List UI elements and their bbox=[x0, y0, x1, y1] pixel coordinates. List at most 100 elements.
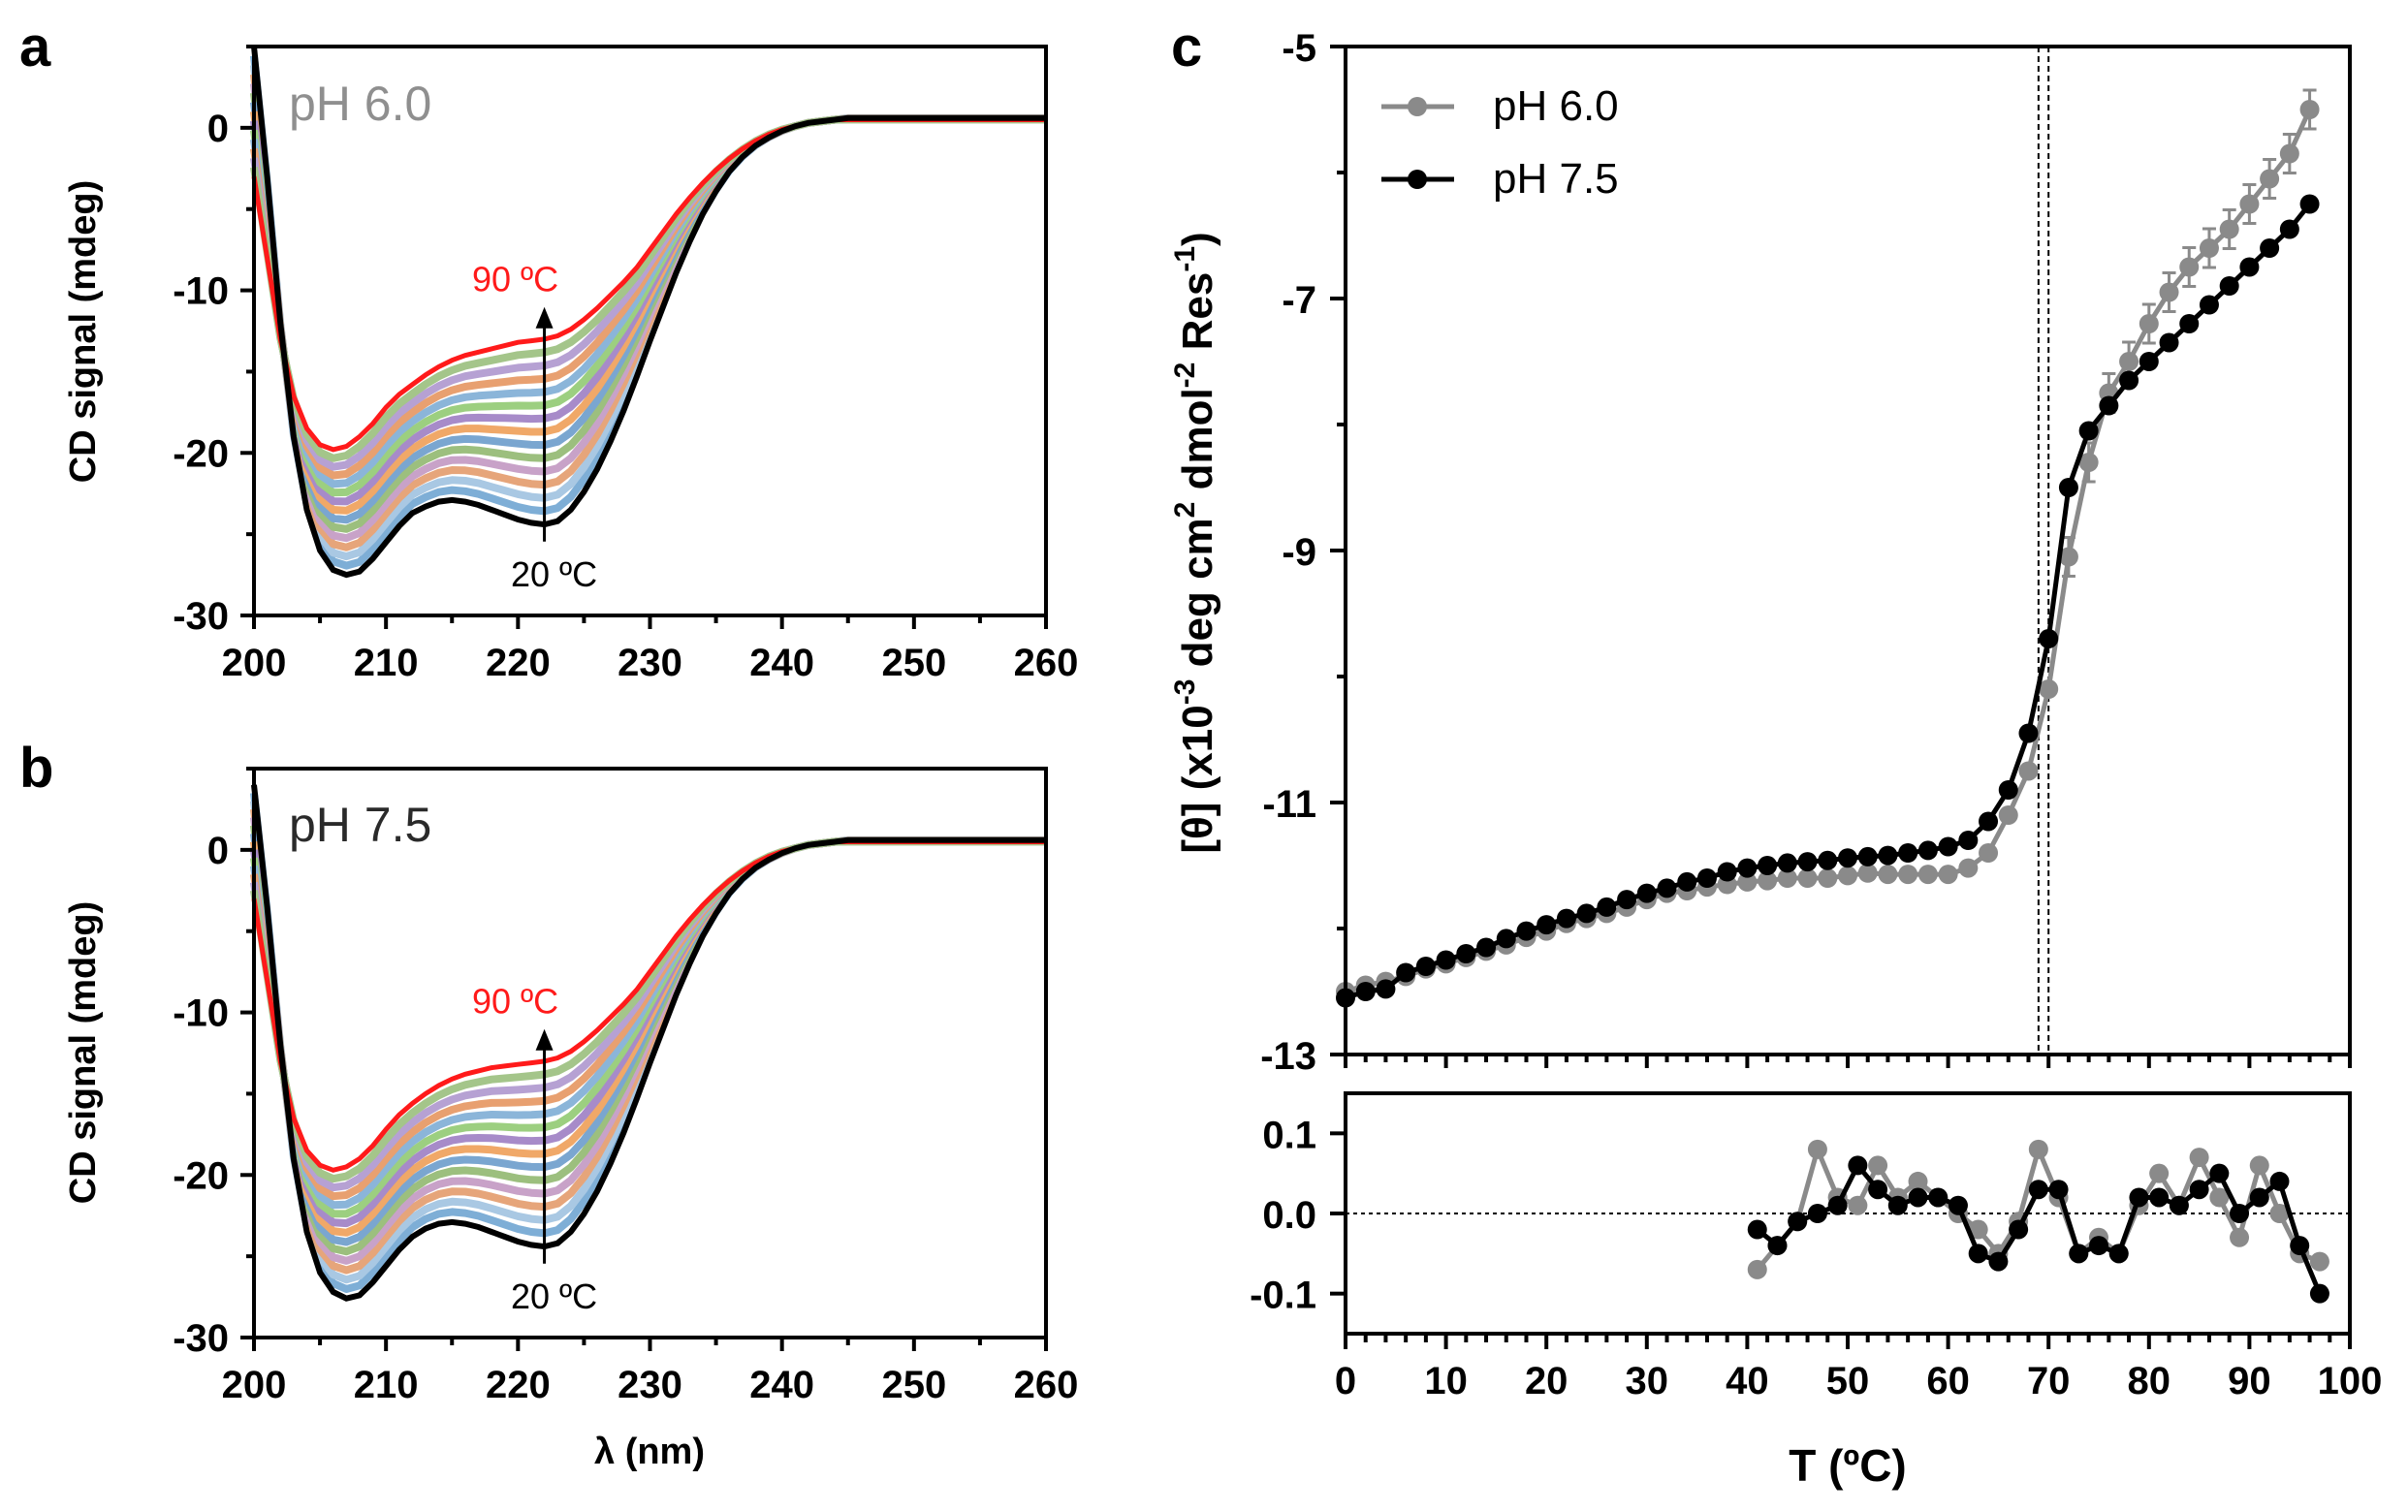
b-arrow-head bbox=[535, 1028, 554, 1051]
panel-a-arrow bbox=[535, 306, 554, 542]
data-point-ph75 bbox=[2279, 219, 2299, 239]
data-point-ph60 bbox=[2058, 547, 2078, 567]
b-ytick-label: -30 bbox=[173, 1317, 229, 1360]
c-ytick-label: -7 bbox=[1282, 279, 1316, 322]
data-point-ph75 bbox=[1657, 878, 1677, 898]
data-point-ph75 bbox=[1938, 836, 1958, 857]
b-xtick-label: 200 bbox=[222, 1364, 287, 1406]
data-point-ph60 bbox=[2179, 257, 2200, 277]
data-point-ph75 bbox=[2139, 352, 2159, 371]
panel-a-hot-label: 90 ºC bbox=[472, 260, 558, 299]
data-point-ph75 bbox=[2260, 238, 2280, 258]
data-point-ph75 bbox=[1958, 831, 1979, 850]
data-point-ph75 bbox=[2219, 276, 2239, 296]
panel-b-cold-label: 20 ºC bbox=[511, 1276, 597, 1316]
a-ytick-label: -30 bbox=[173, 595, 229, 638]
data-point-ph75 bbox=[1556, 908, 1576, 929]
b-xtick-label: 230 bbox=[618, 1364, 682, 1406]
data-point-ph60 bbox=[1797, 868, 1818, 888]
b-ytick-label: 0 bbox=[207, 830, 229, 872]
residual-point-ph75 bbox=[1827, 1195, 1848, 1215]
panel-a-ph-label: pH 6.0 bbox=[289, 77, 431, 131]
data-point-ph60 bbox=[1958, 858, 1979, 878]
data-point-ph75 bbox=[1737, 858, 1758, 878]
data-point-ph75 bbox=[2119, 370, 2139, 391]
residual-point-ph60 bbox=[2249, 1155, 2269, 1176]
residual-point-ph60 bbox=[1968, 1219, 1988, 1240]
data-point-ph75 bbox=[1415, 957, 1436, 976]
residual-point-ph75 bbox=[2249, 1187, 2269, 1208]
data-point-ph75 bbox=[1818, 850, 1838, 870]
a-xtick-label: 260 bbox=[1014, 642, 1079, 684]
data-point-ph60 bbox=[1818, 868, 1838, 888]
residual-point-ph75 bbox=[2309, 1283, 2329, 1304]
residual-point-ph75 bbox=[2129, 1187, 2149, 1208]
r-xtick-label: 80 bbox=[2128, 1360, 2171, 1402]
panel-a-lines bbox=[250, 46, 1046, 579]
data-point-ph60 bbox=[1979, 843, 1999, 863]
panel-letter-a: a bbox=[19, 16, 51, 79]
a-xtick-label: 200 bbox=[222, 642, 287, 684]
data-point-ph60 bbox=[2039, 679, 2059, 699]
data-point-ph75 bbox=[1917, 840, 1938, 861]
data-point-ph60 bbox=[1737, 871, 1758, 892]
data-point-ph75 bbox=[1998, 780, 2018, 800]
data-point-ph75 bbox=[1617, 890, 1637, 910]
a-curve-20c bbox=[251, 46, 1046, 579]
b-curve-20c bbox=[251, 784, 1046, 1302]
data-point-ph75 bbox=[1857, 846, 1878, 866]
data-point-ph60 bbox=[2199, 238, 2219, 258]
data-point-ph75 bbox=[1797, 852, 1818, 872]
panel-c-ylabel: [θ] (x10-3 deg cm2 dmol-2 Res-1) bbox=[1169, 232, 1221, 853]
data-point-ph75 bbox=[2099, 395, 2119, 416]
residual-point-ph75 bbox=[2028, 1180, 2048, 1200]
b-xtick-label: 220 bbox=[486, 1364, 551, 1406]
data-point-ph75 bbox=[1537, 915, 1557, 935]
legend-label-ph75: pH 7.5 bbox=[1493, 155, 1619, 203]
r-xtick-label: 100 bbox=[2318, 1360, 2383, 1402]
panel-a-ylabel: CD signal (mdeg) bbox=[63, 180, 104, 483]
residual-point-ph60 bbox=[2028, 1139, 2048, 1159]
residual-point-ph75 bbox=[2048, 1180, 2069, 1200]
data-point-ph75 bbox=[2078, 421, 2099, 441]
data-point-ph75 bbox=[1677, 871, 1697, 892]
data-point-ph75 bbox=[1878, 845, 1898, 866]
data-point-ph75 bbox=[1396, 962, 1416, 983]
c-ytick-label: -5 bbox=[1282, 27, 1316, 70]
residual-point-ph60 bbox=[1868, 1155, 1888, 1176]
data-point-ph60 bbox=[1857, 863, 1878, 883]
data-point-ph75 bbox=[2239, 257, 2260, 277]
residual-point-ph60 bbox=[1747, 1259, 1767, 1279]
residual-point-ph60 bbox=[2309, 1251, 2329, 1272]
residual-point-ph75 bbox=[2009, 1219, 2029, 1240]
c-ytick-label: -9 bbox=[1282, 531, 1316, 574]
a-xtick-label: 210 bbox=[354, 642, 419, 684]
data-point-ph75 bbox=[1838, 848, 1857, 868]
panel-b-xlabel: λ (nm) bbox=[594, 1432, 705, 1472]
r-xtick-label: 70 bbox=[2027, 1360, 2071, 1402]
residual-point-ph60 bbox=[2209, 1187, 2230, 1208]
residual-point-ph75 bbox=[2269, 1171, 2290, 1191]
panel-c-main: -5 -7 -9 -11 -13 pH 6.0 pH 7.5 [θ] (x10-3 de… bbox=[1169, 27, 2352, 1078]
a-ytick-label: 0 bbox=[207, 108, 229, 150]
data-point-ph60 bbox=[1938, 865, 1958, 885]
residual-point-ph75 bbox=[2108, 1244, 2129, 1264]
b-ytick-label: -20 bbox=[173, 1154, 229, 1197]
data-point-ph60 bbox=[2078, 453, 2099, 472]
b-xtick-label: 210 bbox=[354, 1364, 419, 1406]
r-xtick-label: 30 bbox=[1626, 1360, 1669, 1402]
residual-point-ph75 bbox=[1807, 1204, 1827, 1223]
panel-c-legend: pH 6.0 pH 7.5 bbox=[1381, 82, 1619, 203]
residual-point-ph60 bbox=[2230, 1227, 2250, 1247]
data-point-ph75 bbox=[1597, 897, 1617, 917]
data-point-ph75 bbox=[1496, 929, 1516, 949]
residual-point-ph75 bbox=[2230, 1204, 2250, 1223]
r-ytick-label: 0.0 bbox=[1262, 1194, 1316, 1237]
data-point-ph60 bbox=[2219, 219, 2239, 239]
b-ytick-label: -10 bbox=[173, 992, 229, 1035]
b-xtick-label: 240 bbox=[749, 1364, 814, 1406]
data-point-ph75 bbox=[1758, 856, 1778, 875]
data-point-ph60 bbox=[1777, 868, 1797, 888]
data-point-ph75 bbox=[1979, 811, 1999, 832]
